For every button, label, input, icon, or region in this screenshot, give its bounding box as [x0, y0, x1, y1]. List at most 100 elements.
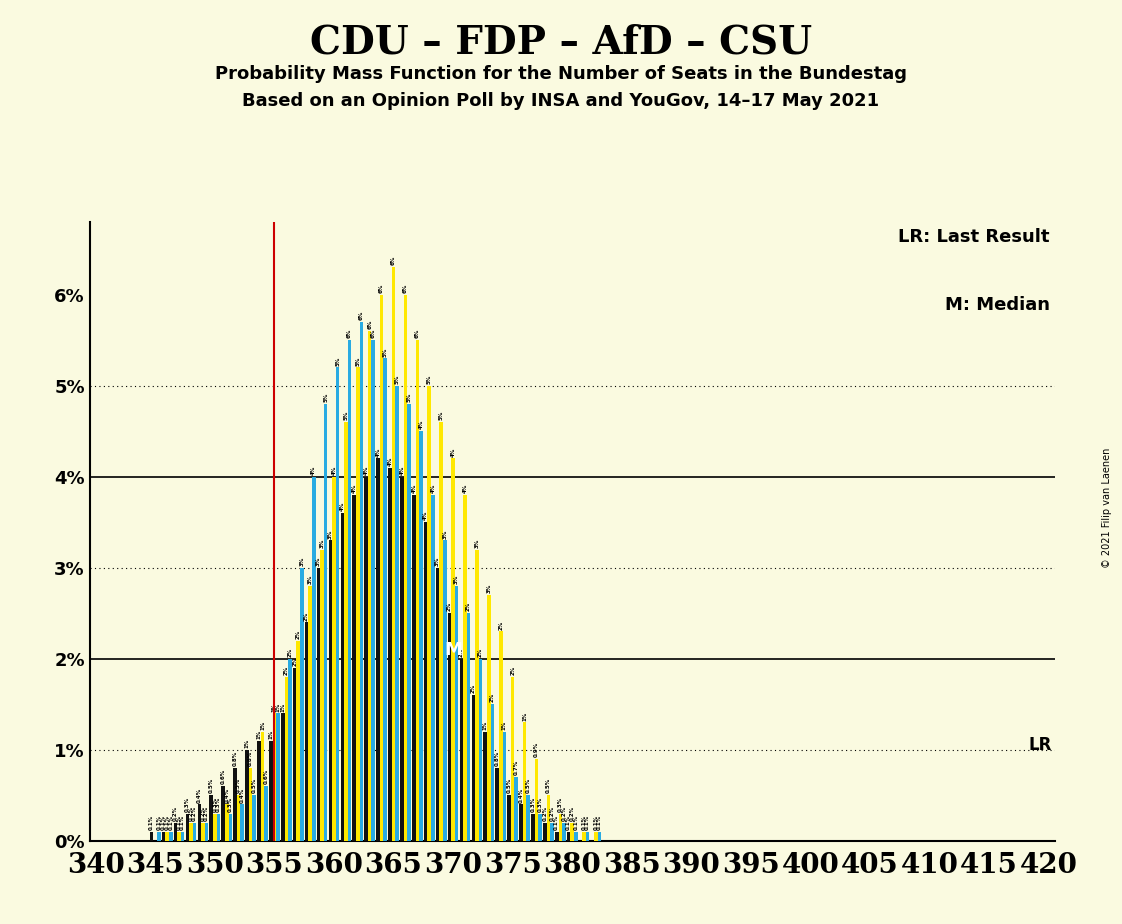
Text: 0.1%: 0.1% — [597, 815, 603, 830]
Bar — [260, 732, 265, 841]
Bar — [448, 614, 451, 841]
Bar — [424, 522, 427, 841]
Text: 0.2%: 0.2% — [550, 806, 554, 821]
Bar — [523, 723, 526, 841]
Bar — [395, 385, 399, 841]
Text: 0.5%: 0.5% — [236, 778, 241, 794]
Bar — [388, 468, 392, 841]
Text: 0.1%: 0.1% — [573, 815, 578, 830]
Bar — [451, 458, 454, 841]
Text: 3%: 3% — [316, 556, 321, 565]
Bar — [595, 832, 598, 841]
Bar — [316, 567, 320, 841]
Bar — [320, 550, 324, 841]
Text: 0.4%: 0.4% — [240, 787, 245, 803]
Text: 3%: 3% — [328, 529, 333, 539]
Text: 5%: 5% — [395, 374, 399, 383]
Text: 0.4%: 0.4% — [196, 787, 202, 803]
Text: 5%: 5% — [383, 347, 388, 357]
Text: 0.3%: 0.3% — [215, 796, 221, 811]
Text: 0.2%: 0.2% — [542, 806, 548, 821]
Bar — [467, 614, 470, 841]
Text: 0.6%: 0.6% — [264, 769, 268, 784]
Text: 0.1%: 0.1% — [168, 815, 173, 830]
Text: 0.3%: 0.3% — [537, 796, 543, 811]
Text: Based on an Opinion Poll by INSA and YouGov, 14–17 May 2021: Based on an Opinion Poll by INSA and You… — [242, 92, 880, 110]
Bar — [443, 541, 447, 841]
Text: 2%: 2% — [284, 666, 288, 675]
Bar — [352, 495, 356, 841]
Bar — [309, 586, 312, 841]
Text: 6%: 6% — [379, 284, 384, 293]
Bar — [392, 267, 395, 841]
Bar — [226, 805, 229, 841]
Bar — [249, 768, 252, 841]
Text: 3%: 3% — [307, 575, 313, 584]
Bar — [490, 704, 494, 841]
Text: 4%: 4% — [462, 483, 468, 493]
Bar — [539, 813, 542, 841]
Bar — [340, 513, 344, 841]
Text: 6%: 6% — [359, 310, 364, 320]
Bar — [305, 623, 309, 841]
Bar — [269, 741, 273, 841]
Text: 0.5%: 0.5% — [209, 778, 214, 794]
Text: 5%: 5% — [406, 393, 412, 402]
Bar — [368, 331, 371, 841]
Text: LR: LR — [1029, 736, 1051, 754]
Bar — [460, 659, 463, 841]
Bar — [252, 796, 256, 841]
Text: 0.9%: 0.9% — [534, 742, 539, 757]
Bar — [531, 813, 535, 841]
Text: 0.2%: 0.2% — [188, 806, 193, 821]
Bar — [169, 832, 173, 841]
Bar — [499, 631, 503, 841]
Bar — [265, 786, 268, 841]
Text: 5%: 5% — [343, 411, 348, 420]
Text: 1%: 1% — [260, 721, 265, 730]
Text: 0.1%: 0.1% — [156, 815, 162, 830]
Bar — [570, 822, 574, 841]
Text: 0.1%: 0.1% — [162, 815, 166, 830]
Text: 1%: 1% — [502, 721, 507, 730]
Text: 0.7%: 0.7% — [514, 760, 518, 775]
Text: 0.5%: 0.5% — [507, 778, 512, 794]
Text: 0.3%: 0.3% — [185, 796, 190, 811]
Text: 6%: 6% — [392, 256, 396, 265]
Text: 2%: 2% — [511, 666, 515, 675]
Bar — [586, 832, 589, 841]
Bar — [240, 805, 243, 841]
Text: 2%: 2% — [287, 648, 293, 657]
Text: 4%: 4% — [387, 456, 393, 466]
Text: 0.2%: 0.2% — [570, 806, 574, 821]
Bar — [233, 768, 237, 841]
Bar — [197, 805, 201, 841]
Text: 4%: 4% — [423, 511, 429, 520]
Bar — [546, 796, 550, 841]
Bar — [401, 477, 404, 841]
Text: 4%: 4% — [419, 420, 423, 430]
Bar — [496, 768, 499, 841]
Bar — [543, 822, 546, 841]
Bar — [535, 759, 539, 841]
Text: 1%: 1% — [272, 702, 277, 711]
Text: 0.4%: 0.4% — [518, 787, 524, 803]
Text: 0.3%: 0.3% — [558, 796, 563, 811]
Text: 0.1%: 0.1% — [594, 815, 598, 830]
Text: 3%: 3% — [442, 529, 448, 539]
Bar — [475, 550, 479, 841]
Bar — [371, 340, 375, 841]
Text: 6%: 6% — [403, 284, 408, 293]
Text: 5%: 5% — [323, 393, 328, 402]
Text: M: M — [444, 640, 462, 659]
Bar — [285, 677, 288, 841]
Bar — [204, 822, 209, 841]
Text: 2%: 2% — [478, 648, 482, 657]
Text: 6%: 6% — [347, 329, 352, 338]
Bar — [380, 295, 384, 841]
Bar — [157, 832, 160, 841]
Text: 3%: 3% — [486, 584, 491, 593]
Text: 3%: 3% — [300, 556, 304, 565]
Text: 0.1%: 0.1% — [554, 815, 559, 830]
Bar — [162, 832, 165, 841]
